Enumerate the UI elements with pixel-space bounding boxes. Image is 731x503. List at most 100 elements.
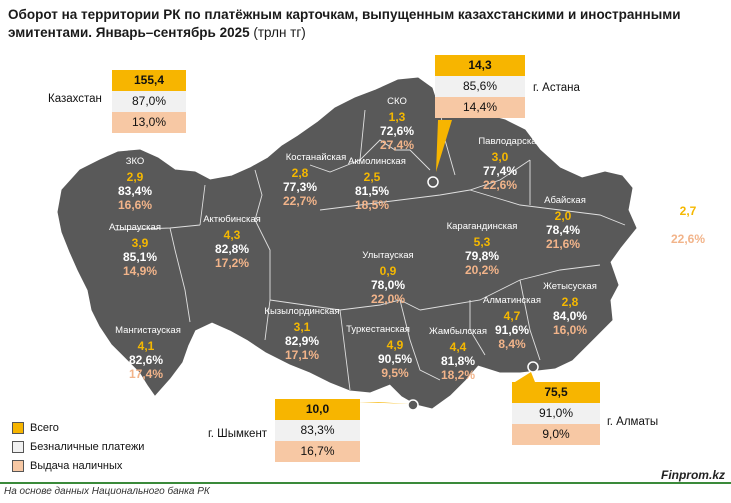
region-16-cash-label: 18,2% (441, 368, 475, 382)
region-16-name: Жамбылская (429, 326, 487, 337)
region-12-total-label: 4,7 (504, 309, 521, 323)
astana-box: 14,3 85,6% 14,4% (435, 55, 525, 118)
source-note: На основе данных Национального банка РК (4, 486, 210, 497)
region-5-cash-label: 14,9% (123, 264, 157, 278)
region-14-total-label: 3,1 (294, 320, 311, 334)
region-4-cash-label: 16,6% (118, 198, 152, 212)
region-7-name: Абайская (544, 195, 586, 206)
almaty-cashless: 91,0% (512, 403, 600, 424)
region-9-total-label: 5,3 (474, 235, 491, 249)
region-8-cash-label: 22,6% (671, 232, 705, 246)
region-13-cashless-label: 82,6% (129, 353, 163, 367)
almaty-box: 75,5 91,0% 9,0% (512, 382, 600, 445)
shymkent-box: 10,0 83,3% 16,7% (275, 399, 360, 462)
region-4-name: ЗКО (126, 156, 145, 167)
astana-label: г. Астана (533, 82, 580, 94)
astana-marker (427, 176, 439, 188)
legend-item-cashless: Безналичные платежи (12, 437, 144, 456)
region-14-name: Кызылординская (264, 306, 339, 317)
region-0-cash-label: 27,4% (380, 138, 414, 152)
region-8-name: ВКО (678, 190, 697, 201)
region-1-cash-label: 22,7% (283, 194, 317, 208)
region-5-total-label: 3,9 (132, 236, 149, 250)
region-16-cashless-label: 81,8% (441, 354, 475, 368)
astana-cash: 14,4% (435, 97, 525, 118)
shymkent-cash: 16,7% (275, 441, 360, 462)
region-3-cash-label: 22,6% (483, 178, 517, 192)
region-0-total-label: 1,3 (389, 110, 406, 124)
chart-title: Оборот на территории РК по платёжным кар… (8, 6, 708, 42)
kazakhstan-cash: 13,0% (112, 112, 186, 133)
region-10-cashless-label: 78,0% (371, 278, 405, 292)
region-14-cash-label: 17,1% (285, 348, 319, 362)
legend-swatch-cashless (12, 440, 24, 453)
region-1-name: Костанайская (286, 152, 346, 163)
legend-swatch-cash (12, 459, 24, 472)
region-9-cashless-label: 79,8% (465, 249, 499, 263)
region-7-cash-label: 21,6% (546, 237, 580, 251)
legend-label-cashless: Безналичные платежи (30, 440, 145, 453)
region-1-total-label: 2,8 (292, 166, 309, 180)
region-12-cash-label: 8,4% (498, 337, 526, 351)
region-10-name: Улытауская (362, 250, 413, 261)
region-15-name: Туркестанская (346, 324, 410, 335)
shymkent-marker (407, 399, 419, 411)
almaty-pointer (515, 372, 535, 382)
region-2-total-label: 2,5 (364, 170, 381, 184)
astana-pointer (436, 120, 452, 172)
region-6-name: Актюбинская (203, 214, 261, 225)
region-12-name: Алматинская (483, 295, 541, 306)
legend-swatch-total (12, 421, 24, 434)
region-5-name: Атырауская (109, 222, 161, 233)
region-2-cash-label: 18,5% (355, 198, 389, 212)
region-13-cash-label: 17,4% (129, 367, 163, 381)
region-4-cashless-label: 83,4% (118, 184, 152, 198)
region-7-total-label: 2,0 (555, 209, 572, 223)
region-labels: СКО1,372,6%27,4%Костанайская2,877,3%22,7… (109, 96, 705, 382)
region-0-name: СКО (387, 96, 407, 107)
kazakhstan-box: 155,4 87,0% 13,0% (112, 70, 186, 133)
almaty-cash: 9,0% (512, 424, 600, 445)
region-10-total-label: 0,9 (380, 264, 397, 278)
region-13-total-label: 4,1 (138, 339, 155, 353)
shymkent-cashless: 83,3% (275, 420, 360, 441)
region-15-cashless-label: 90,5% (378, 352, 412, 366)
region-3-cashless-label: 77,4% (483, 164, 517, 178)
region-15-cash-label: 9,5% (381, 366, 409, 380)
region-9-cash-label: 20,2% (465, 263, 499, 277)
region-15-total-label: 4,9 (387, 338, 404, 352)
legend: Всего Безналичные платежи Выдача наличны… (12, 418, 144, 475)
region-4-total-label: 2,9 (127, 170, 144, 184)
region-16-total-label: 4,4 (450, 340, 467, 354)
title-text: Оборот на территории РК по платёжным кар… (8, 7, 681, 40)
kazakhstan-label: Казахстан (48, 93, 102, 105)
almaty-total: 75,5 (512, 382, 600, 403)
region-6-cash-label: 17,2% (215, 256, 249, 270)
region-10-cash-label: 22,0% (371, 292, 405, 306)
region-7-cashless-label: 78,4% (546, 223, 580, 237)
region-11-total-label: 2,8 (562, 295, 579, 309)
region-1-cashless-label: 77,3% (283, 180, 317, 194)
shymkent-label: г. Шымкент (208, 428, 268, 440)
legend-item-cash: Выдача наличных (12, 456, 144, 475)
almaty-marker (527, 361, 539, 373)
region-13-name: Мангистауская (115, 325, 181, 336)
title-unit: (трлн тг) (253, 25, 306, 40)
region-9-name: Карагандинская (447, 221, 518, 232)
footer-divider (0, 482, 731, 484)
almaty-label: г. Алматы (607, 416, 659, 428)
region-0-cashless-label: 72,6% (380, 124, 414, 138)
region-11-cash-label: 16,0% (553, 323, 587, 337)
kazakhstan-cashless: 87,0% (112, 91, 186, 112)
region-11-cashless-label: 84,0% (553, 309, 587, 323)
legend-item-total: Всего (12, 418, 144, 437)
region-6-cashless-label: 82,8% (215, 242, 249, 256)
astana-cashless: 85,6% (435, 76, 525, 97)
region-8-total-label: 2,7 (680, 204, 697, 218)
region-6-total-label: 4,3 (224, 228, 241, 242)
region-3-total-label: 3,0 (492, 150, 509, 164)
shymkent-total: 10,0 (275, 399, 360, 420)
kazakhstan-total: 155,4 (112, 70, 186, 91)
region-8-cashless-label: 77,4% (671, 218, 705, 232)
